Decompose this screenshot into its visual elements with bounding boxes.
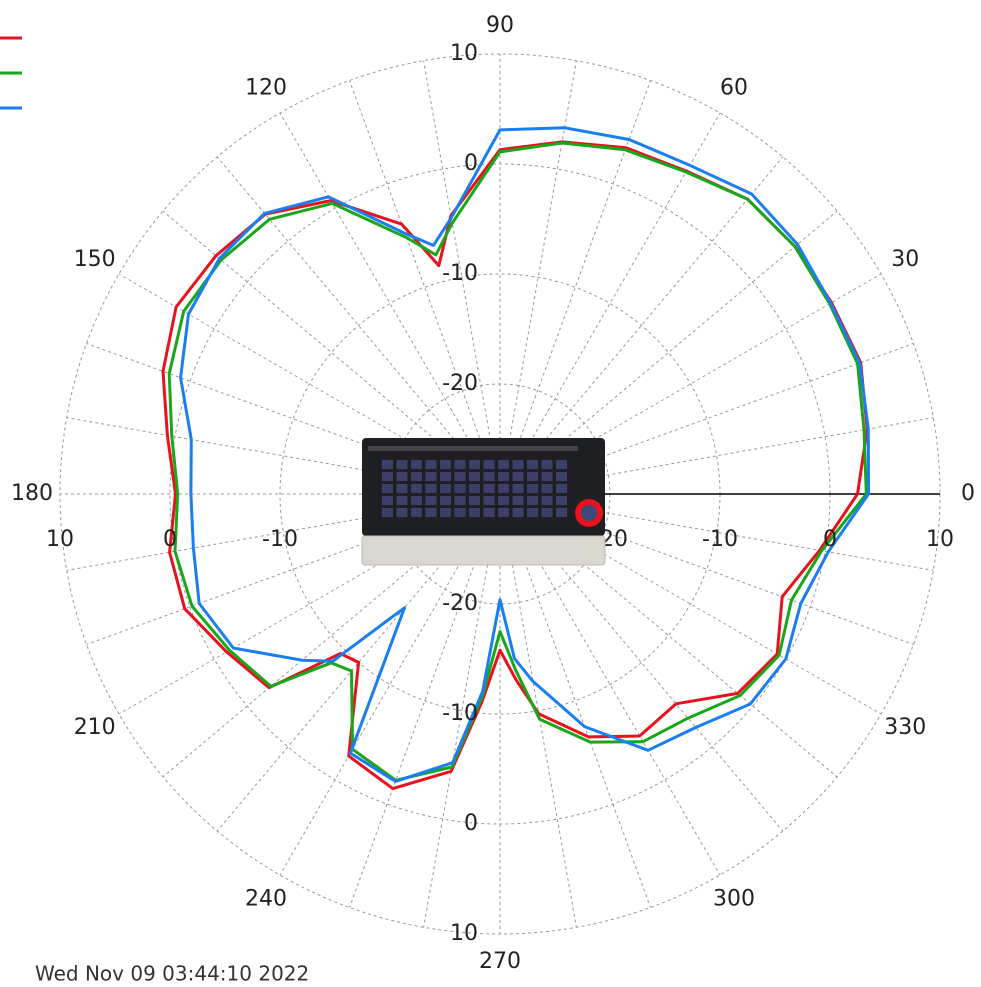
angle-tick-label: 210 [74,715,116,740]
radius-tick-label: -10 [702,527,738,552]
angle-tick-label: 240 [245,886,287,911]
key [411,508,422,517]
angle-tick-label: 180 [11,481,53,506]
key [542,472,553,481]
key [527,460,538,469]
key [455,508,466,517]
key [556,484,567,493]
key [426,496,437,505]
key [382,508,393,517]
key [527,472,538,481]
key [513,508,524,517]
key [411,484,422,493]
key [498,484,509,493]
radius-tick-label: -10 [442,261,478,286]
key [411,496,422,505]
key [527,496,538,505]
radius-tick-label: 0 [163,527,177,552]
key [513,460,524,469]
key [426,508,437,517]
key [469,484,480,493]
key [368,446,578,451]
timestamp: Wed Nov 09 03:44:10 2022 [35,962,309,986]
chart: Wed Nov 09 03:44:10 2022 0 30 60 90 120 150 18… [0,0,981,987]
radius-tick-label: 10 [926,527,954,552]
key [542,460,553,469]
key [498,460,509,469]
key [469,508,480,517]
radius-tick-label: 10 [46,527,74,552]
radius-tick-label: 0 [464,811,478,836]
key [411,472,422,481]
angle-tick-label: 30 [891,247,919,272]
key [484,472,495,481]
key [484,484,495,493]
key [498,496,509,505]
key [426,484,437,493]
key [484,496,495,505]
key [527,508,538,517]
angle-tick-label: 0 [961,481,975,506]
angle-tick-label: 120 [245,76,287,101]
device-image [362,438,605,565]
angle-grid-line [350,81,500,494]
radius-tick-label: 0 [464,151,478,176]
radius-tick-label: -20 [442,591,478,616]
key [382,472,393,481]
trackball [581,505,597,521]
angle-tick-label: 330 [884,715,926,740]
key [542,484,553,493]
key [455,484,466,493]
key [484,508,495,517]
key [440,460,451,469]
key [542,496,553,505]
key [513,472,524,481]
key [426,460,437,469]
key [498,472,509,481]
angle-tick-label: 60 [720,76,748,101]
key [469,472,480,481]
key [542,508,553,517]
radius-tick-label: -10 [262,527,298,552]
radius-tick-label: 10 [450,921,478,946]
radius-tick-label: 10 [450,41,478,66]
key [382,484,393,493]
angle-tick-label: 150 [74,247,116,272]
key [397,496,408,505]
radius-tick-label: -10 [442,701,478,726]
key [440,508,451,517]
key [556,496,567,505]
angle-tick-label: 300 [713,886,755,911]
key [440,472,451,481]
angle-tick-label: 90 [486,13,514,38]
key [426,472,437,481]
key [455,496,466,505]
key [382,496,393,505]
key [513,484,524,493]
key [469,496,480,505]
key [397,472,408,481]
key [484,460,495,469]
key [397,460,408,469]
key [455,472,466,481]
key [469,460,480,469]
key [556,508,567,517]
key [455,460,466,469]
key [513,496,524,505]
key [556,460,567,469]
keyboard-palmrest [362,536,605,565]
key [397,484,408,493]
key [498,508,509,517]
radius-tick-label: 0 [823,527,837,552]
key [411,460,422,469]
key [440,484,451,493]
key [527,484,538,493]
key [440,496,451,505]
radius-tick-label: -20 [442,371,478,396]
key [556,472,567,481]
key [382,460,393,469]
key [397,508,408,517]
angle-tick-label: 270 [479,949,521,974]
